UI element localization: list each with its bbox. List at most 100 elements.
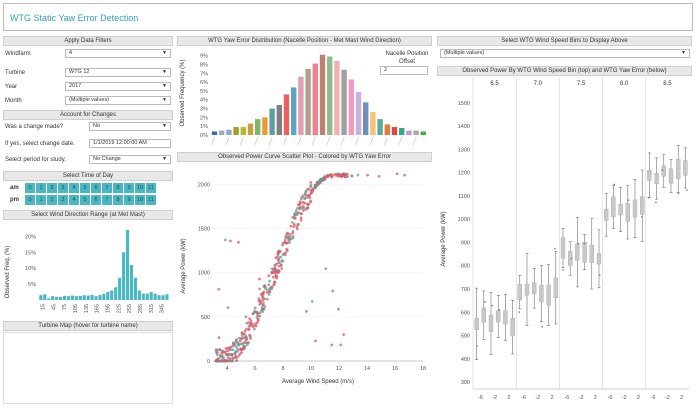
power-by-bin-boxplot[interactable]: Average Power (kW) 1500 1400 1300 1200 1100 10… (437, 77, 693, 407)
turbine-select[interactable]: WTG 12 ▼ (65, 68, 171, 77)
pm-hour-10-button[interactable]: 10 (135, 195, 145, 205)
scatter-point (294, 216, 297, 220)
scatter-point (221, 350, 225, 353)
scatter-point (294, 209, 298, 213)
am-hour-10-button[interactable]: 10 (135, 183, 145, 193)
year-select[interactable]: 2017 ▼ (65, 82, 171, 91)
windfarm-label: Windfarm (5, 51, 31, 57)
scatter-point (248, 317, 252, 321)
bins-select[interactable]: (Multiple values) ▼ (440, 49, 690, 58)
dashboard-title-bar: WTG Static Yaw Error Detection (3, 3, 693, 31)
month-select[interactable]: (Multiple values) ▼ (65, 96, 171, 105)
scatter-point (285, 247, 288, 251)
box-outlier (554, 247, 556, 250)
offset-input[interactable]: 2 (380, 66, 428, 75)
am-hour-0-button[interactable]: 0 (25, 183, 35, 193)
scatter-ylabel: Average Power (kW) (181, 238, 187, 293)
pm-hour-row: 0 1 2 3 4 5 6 7 8 9 10 11 (25, 195, 156, 205)
wind-direction-chart[interactable]: Observed Freq. (%) 20% 15% 10% 5% 15 45 75 105 13… (3, 222, 173, 322)
box-xtick: -6 (564, 395, 569, 401)
scatter-point (245, 337, 248, 340)
pm-hour-5-button[interactable]: 5 (80, 195, 90, 205)
scatter-point (258, 287, 262, 291)
am-hour-6-button[interactable]: 6 (91, 183, 101, 193)
scatter-point (261, 307, 265, 311)
change-date-input[interactable]: 1/1/2019 12:00:00 AM (89, 139, 171, 148)
pm-hour-9-button[interactable]: 9 (124, 195, 134, 205)
scatter-point (339, 343, 343, 347)
yaw-distribution-chart[interactable]: Observed Frequency (%) 9% 8% 7% 6% 5% 4% 3% 2% 1%… (177, 47, 432, 151)
scatter-point (335, 174, 339, 178)
box-xtick: -2 (492, 395, 497, 401)
wd-bar (62, 295, 67, 300)
power-curve-scatter[interactable]: Average Power (kW) Average Wind Speed (m/… (177, 163, 432, 408)
scatter-xlabel: Average Wind Speed (m/s) (282, 379, 354, 385)
am-hour-11-button[interactable]: 11 (146, 183, 156, 193)
yaw-ytick: 4% (200, 98, 208, 104)
chevron-down-icon: ▼ (162, 156, 167, 162)
box-ytick: 500 (461, 334, 470, 340)
chevron-down-icon: ▼ (162, 97, 167, 103)
scatter-xtick: 14 (364, 366, 370, 372)
turbine-map[interactable] (3, 332, 173, 404)
scatter-point (283, 238, 287, 242)
am-hour-1-button[interactable]: 1 (36, 183, 46, 193)
scatter-xtick: 6 (253, 366, 256, 372)
wd-bar (165, 294, 169, 300)
bin-column-label: 7.5 (577, 81, 586, 87)
wd-xtick: 285 (138, 304, 144, 313)
wd-bar (106, 292, 110, 300)
scatter-point (272, 283, 276, 287)
am-hour-8-button[interactable]: 8 (113, 183, 123, 193)
scatter-point (259, 299, 263, 303)
yaw-xtick-mark (398, 136, 403, 146)
yaw-bar (341, 69, 347, 135)
yaw-bar (327, 56, 333, 135)
am-hour-4-button[interactable]: 4 (69, 183, 79, 193)
pm-hour-1-button[interactable]: 1 (36, 195, 46, 205)
period-select[interactable]: No Change ▼ (89, 155, 171, 164)
wd-xtick: 225 (116, 304, 122, 313)
scatter-point (236, 348, 240, 352)
box (503, 310, 508, 325)
pm-hour-6-button[interactable]: 6 (91, 195, 101, 205)
wd-bar (122, 252, 126, 300)
wd-xtick: 315 (149, 304, 155, 313)
pm-hour-2-button[interactable]: 2 (47, 195, 57, 205)
am-hour-5-button[interactable]: 5 (80, 183, 90, 193)
windfarm-select[interactable]: 4 ▼ (65, 49, 171, 58)
scatter-point (240, 333, 244, 337)
scatter-point (350, 174, 354, 178)
box-xtick: 2 (680, 395, 683, 401)
scatter-point (267, 293, 271, 296)
box-outlier (570, 257, 573, 260)
wd-bar (74, 296, 78, 300)
pm-hour-11-button[interactable]: 11 (146, 195, 156, 205)
chevron-down-icon: ▼ (162, 69, 167, 75)
scatter-point (268, 286, 272, 290)
scatter-point (245, 327, 248, 331)
pm-hour-8-button[interactable]: 8 (113, 195, 123, 205)
am-hour-3-button[interactable]: 3 (58, 183, 68, 193)
pm-hour-3-button[interactable]: 3 (58, 195, 68, 205)
wd-bar (102, 293, 106, 300)
am-hour-9-button[interactable]: 9 (124, 183, 134, 193)
pm-hour-0-button[interactable]: 0 (25, 195, 35, 205)
yaw-bar (413, 130, 419, 135)
scatter-point (262, 290, 266, 294)
scatter-point (253, 306, 257, 310)
scatter-point (299, 212, 303, 216)
scatter-point (299, 201, 303, 205)
chevron-down-icon: ▼ (162, 123, 167, 129)
yaw-xtick-mark (240, 136, 244, 146)
yaw-bar (247, 123, 254, 135)
scatter-point (273, 271, 277, 275)
pm-hour-7-button[interactable]: 7 (102, 195, 112, 205)
pm-hour-4-button[interactable]: 4 (69, 195, 79, 205)
box-outlier (627, 199, 630, 201)
am-hour-7-button[interactable]: 7 (102, 183, 112, 193)
month-label: Month (5, 98, 22, 104)
scatter-point (297, 211, 301, 215)
am-hour-2-button[interactable]: 2 (47, 183, 57, 193)
change-made-select[interactable]: No ▼ (89, 122, 171, 131)
